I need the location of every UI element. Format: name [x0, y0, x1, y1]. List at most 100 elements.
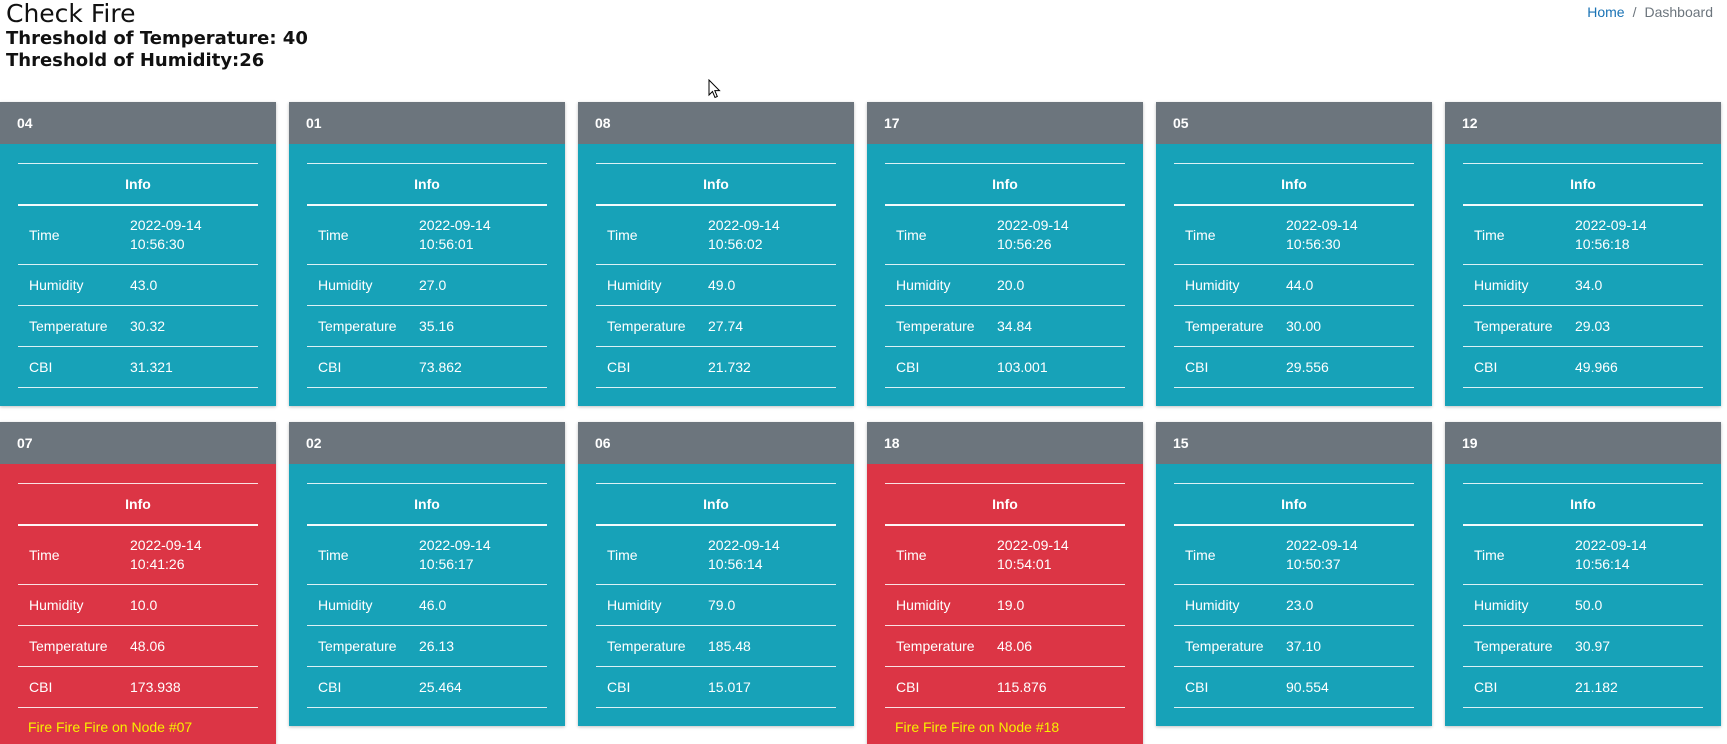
- info-table-header: Info: [596, 163, 836, 206]
- fire-alert-message: Fire Fire Fire on Node #07: [28, 719, 193, 735]
- cbi-value: 31.321: [119, 346, 258, 388]
- humidity-row: Humidity 20.0: [885, 264, 1125, 306]
- threshold-humidity-value: 26: [239, 50, 265, 71]
- humidity-row: Humidity 50.0: [1463, 584, 1703, 626]
- node-cards-grid: 04 Info Time 2022-09-14 10:56:30: [0, 102, 1727, 744]
- cbi-row: CBI 90.554: [1174, 666, 1414, 708]
- cbi-row: CBI 49.966: [1463, 346, 1703, 388]
- cbi-value: 73.862: [408, 346, 547, 388]
- time-clock: 10:56:01: [419, 236, 474, 252]
- node-info-table: Info Time 2022-09-14 10:56:02 Humidity 4…: [596, 163, 836, 388]
- node-card: 12 Info Time 2022-09-14 10:56:18: [1445, 102, 1721, 406]
- node-id: 17: [884, 115, 900, 131]
- info-table-header: Info: [1463, 483, 1703, 526]
- info-table-header-row: Info: [1174, 483, 1414, 526]
- humidity-label: Humidity: [1174, 584, 1275, 626]
- info-table-header-row: Info: [885, 483, 1125, 526]
- time-row: Time 2022-09-14 10:56:02: [596, 205, 836, 265]
- time-value: 2022-09-14 10:56:01: [408, 205, 547, 265]
- time-clock: 10:56:14: [1575, 556, 1630, 572]
- time-date: 2022-09-14: [1575, 537, 1647, 553]
- node-card-header: 07: [0, 422, 276, 464]
- cbi-label: CBI: [596, 666, 697, 708]
- threshold-humidity-label: Threshold of Humidity:: [6, 50, 240, 71]
- time-value: 2022-09-14 10:56:30: [1275, 205, 1414, 265]
- temperature-label: Temperature: [18, 305, 119, 347]
- node-card-header: 04: [0, 102, 276, 144]
- fire-alert-message: Fire Fire Fire on Node #18: [895, 719, 1060, 735]
- breadcrumb-separator: /: [1632, 4, 1637, 20]
- cbi-value: 15.017: [697, 666, 836, 708]
- breadcrumb-home-link[interactable]: Home: [1587, 4, 1625, 20]
- node-card-body: Info Time 2022-09-14 10:56:02 Humidity 4…: [578, 163, 854, 388]
- node-card-header: 06: [578, 422, 854, 464]
- humidity-label: Humidity: [307, 584, 408, 626]
- time-value: 2022-09-14 10:56:14: [697, 525, 836, 585]
- time-date: 2022-09-14: [997, 537, 1069, 553]
- node-card-header: 01: [289, 102, 565, 144]
- cbi-value: 173.938: [119, 666, 258, 708]
- node-card-alert: 18 Info Time 2022-09-14 10:54:01: [867, 422, 1143, 744]
- info-table-header: Info: [1463, 163, 1703, 206]
- info-table-header: Info: [18, 163, 258, 206]
- cbi-value: 103.001: [986, 346, 1125, 388]
- humidity-value: 23.0: [1275, 584, 1414, 626]
- cbi-value: 90.554: [1275, 666, 1414, 708]
- node-info-table: Info Time 2022-09-14 10:56:01 Humidity 2…: [307, 163, 547, 388]
- temperature-label: Temperature: [1174, 625, 1275, 667]
- temperature-row: Temperature 35.16: [307, 305, 547, 347]
- node-card-header: 08: [578, 102, 854, 144]
- humidity-value: 20.0: [986, 264, 1125, 306]
- temperature-label: Temperature: [18, 625, 119, 667]
- node-id: 15: [1173, 435, 1189, 451]
- time-value: 2022-09-14 10:50:37: [1275, 525, 1414, 585]
- node-info-table: Info Time 2022-09-14 10:41:26 Humidity 1…: [18, 483, 258, 708]
- time-date: 2022-09-14: [1575, 217, 1647, 233]
- node-card: 02 Info Time 2022-09-14 10:56:17: [289, 422, 565, 726]
- time-date: 2022-09-14: [419, 217, 491, 233]
- node-card-body: Info Time 2022-09-14 10:41:26 Humidity 1…: [0, 483, 276, 735]
- temperature-row: Temperature 48.06: [18, 625, 258, 667]
- humidity-label: Humidity: [596, 584, 697, 626]
- cbi-row: CBI 73.862: [307, 346, 547, 388]
- time-value: 2022-09-14 10:54:01: [986, 525, 1125, 585]
- time-clock: 10:56:30: [130, 236, 185, 252]
- humidity-label: Humidity: [1174, 264, 1275, 306]
- humidity-row: Humidity 43.0: [18, 264, 258, 306]
- threshold-temperature: Threshold of Temperature: 40: [6, 28, 308, 50]
- cbi-label: CBI: [1174, 346, 1275, 388]
- time-label: Time: [307, 525, 408, 585]
- temperature-row: Temperature 30.00: [1174, 305, 1414, 347]
- time-date: 2022-09-14: [997, 217, 1069, 233]
- node-card-body: Info Time 2022-09-14 10:56:26 Humidity 2…: [867, 163, 1143, 388]
- cbi-label: CBI: [885, 346, 986, 388]
- humidity-row: Humidity 34.0: [1463, 264, 1703, 306]
- humidity-value: 19.0: [986, 584, 1125, 626]
- humidity-value: 49.0: [697, 264, 836, 306]
- time-date: 2022-09-14: [130, 537, 202, 553]
- page-title: Check Fire: [6, 0, 136, 28]
- time-label: Time: [885, 205, 986, 265]
- temperature-label: Temperature: [596, 625, 697, 667]
- node-info-table: Info Time 2022-09-14 10:56:14 Humidity 7…: [596, 483, 836, 708]
- cbi-row: CBI 25.464: [307, 666, 547, 708]
- mouse-cursor-icon: [708, 79, 721, 99]
- cbi-label: CBI: [18, 666, 119, 708]
- humidity-value: 27.0: [408, 264, 547, 306]
- time-clock: 10:56:17: [419, 556, 474, 572]
- temperature-value: 27.74: [697, 305, 836, 347]
- time-row: Time 2022-09-14 10:56:30: [1174, 205, 1414, 265]
- temperature-label: Temperature: [885, 305, 986, 347]
- threshold-humidity: Threshold of Humidity:26: [6, 50, 308, 72]
- info-table-header-row: Info: [596, 163, 836, 206]
- info-table-header-row: Info: [596, 483, 836, 526]
- time-label: Time: [18, 205, 119, 265]
- cbi-label: CBI: [885, 666, 986, 708]
- cbi-row: CBI 29.556: [1174, 346, 1414, 388]
- node-id: 12: [1462, 115, 1478, 131]
- humidity-value: 46.0: [408, 584, 547, 626]
- temperature-row: Temperature 26.13: [307, 625, 547, 667]
- cbi-row: CBI 21.182: [1463, 666, 1703, 708]
- node-id: 18: [884, 435, 900, 451]
- node-info-table: Info Time 2022-09-14 10:54:01 Humidity 1…: [885, 483, 1125, 708]
